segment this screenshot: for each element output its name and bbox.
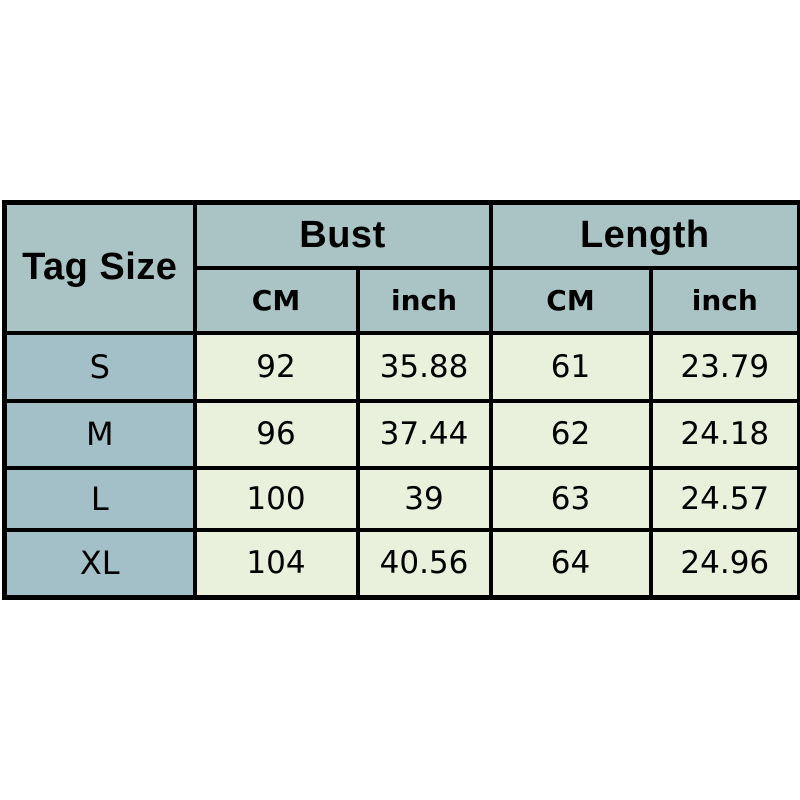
bust-cm-cell: 104 [192,527,360,600]
bust-cm-cell: 96 [192,398,360,470]
table-row-m: M 96 37.44 62 24.18 [2,398,800,470]
size-cell: L [2,465,197,532]
subheader-length-inch: inch [648,265,800,335]
table-row-l: L 100 39 63 24.57 [2,465,800,532]
subheader-bust-inch: inch [355,265,493,335]
bust-inch-cell: 35.88 [355,330,493,403]
subheader-bust-cm: CM [192,265,360,335]
group-header-bust: Bust [192,200,493,270]
table-row-s: S 92 35.88 61 23.79 [2,330,800,403]
bust-inch-cell: 40.56 [355,527,493,600]
length-cm-cell: 63 [488,465,653,532]
header-row-groups: Tag Size Bust Length [2,200,800,335]
length-cm-cell: 64 [488,527,653,600]
header-row-units: CM inch CM inch [5,265,800,335]
bust-inch-cell: 39 [355,465,493,532]
length-inch-cell: 24.96 [648,527,800,600]
length-cm-cell: 62 [488,398,653,470]
subheader-length-cm: CM [488,265,653,335]
length-inch-cell: 24.18 [648,398,800,470]
length-cm-cell: 61 [488,330,653,403]
table-row-xl: XL 104 40.56 64 24.96 [2,527,800,600]
corner-header-tag-size: Tag Size [2,200,197,335]
size-cell: M [2,398,197,470]
length-inch-cell: 23.79 [648,330,800,403]
bust-cm-cell: 100 [192,465,360,532]
bust-inch-cell: 37.44 [355,398,493,470]
size-cell: S [2,330,197,403]
group-header-length: Length [488,200,800,270]
bust-cm-cell: 92 [192,330,360,403]
length-inch-cell: 24.57 [648,465,800,532]
size-cell: XL [2,527,197,600]
size-chart-table: Tag Size Bust Length CM inch CM inch S 9… [2,200,800,600]
